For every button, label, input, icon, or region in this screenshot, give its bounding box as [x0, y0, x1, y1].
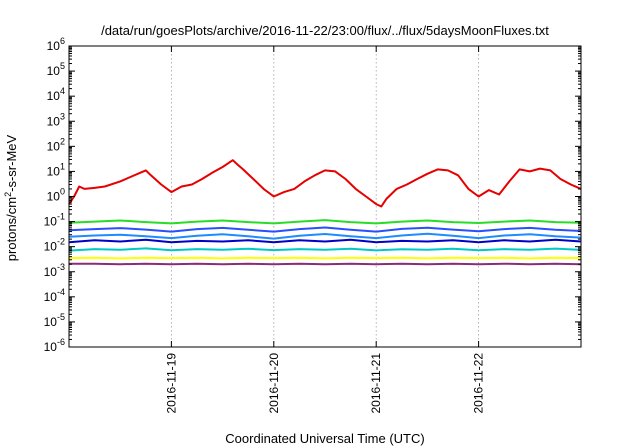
y-axis-label: protons/cm2-s-sr-MeV	[3, 134, 19, 261]
x-tick-label: 2016-11-21	[369, 353, 383, 414]
y-tick-label: 10-4	[44, 287, 65, 304]
y-tick-label: 10-6	[44, 337, 65, 354]
series-line-2	[68, 247, 582, 252]
series-line-1	[68, 256, 582, 260]
series-line-4	[68, 232, 582, 240]
y-tick-label: 102	[47, 136, 65, 153]
y-tick-label: 101	[47, 161, 65, 178]
y-axis: 10-6 10-5 10-4 10-3 10-2 10-1 100 101 102 103 104 1…	[44, 36, 581, 354]
series-line-7	[68, 159, 582, 208]
x-tick-label: 2016-11-19	[164, 353, 178, 414]
plot-frame	[68, 45, 582, 348]
y-tick-label: 10-2	[44, 237, 65, 254]
x-axis-label: Coordinated Universal Time (UTC)	[225, 431, 424, 446]
y-tick-label: 103	[47, 111, 65, 128]
y-tick-label: 10-3	[44, 262, 65, 279]
y-tick-label: 10-5	[44, 312, 65, 329]
y-tick-label: 105	[47, 61, 65, 78]
series-line-6	[68, 219, 582, 225]
x-tick-label: 2016-11-22	[472, 353, 486, 414]
series-line-5	[68, 226, 582, 233]
y-tick-label: 106	[47, 36, 65, 53]
y-tick-label: 10-1	[44, 212, 65, 229]
series-layer	[68, 159, 582, 266]
x-tick-label: 2016-11-20	[267, 353, 281, 414]
y-tick-label: 100	[47, 187, 65, 204]
series-line-0	[69, 262, 582, 266]
series-line-3	[68, 238, 582, 244]
x-axis: 2016-11-19 2016-11-20 2016-11-21 2016-11-22	[164, 46, 486, 414]
chart-title: /data/run/goesPlots/archive/2016-11-22/2…	[101, 23, 549, 38]
grid	[170, 46, 480, 347]
y-tick-label: 104	[47, 86, 65, 103]
